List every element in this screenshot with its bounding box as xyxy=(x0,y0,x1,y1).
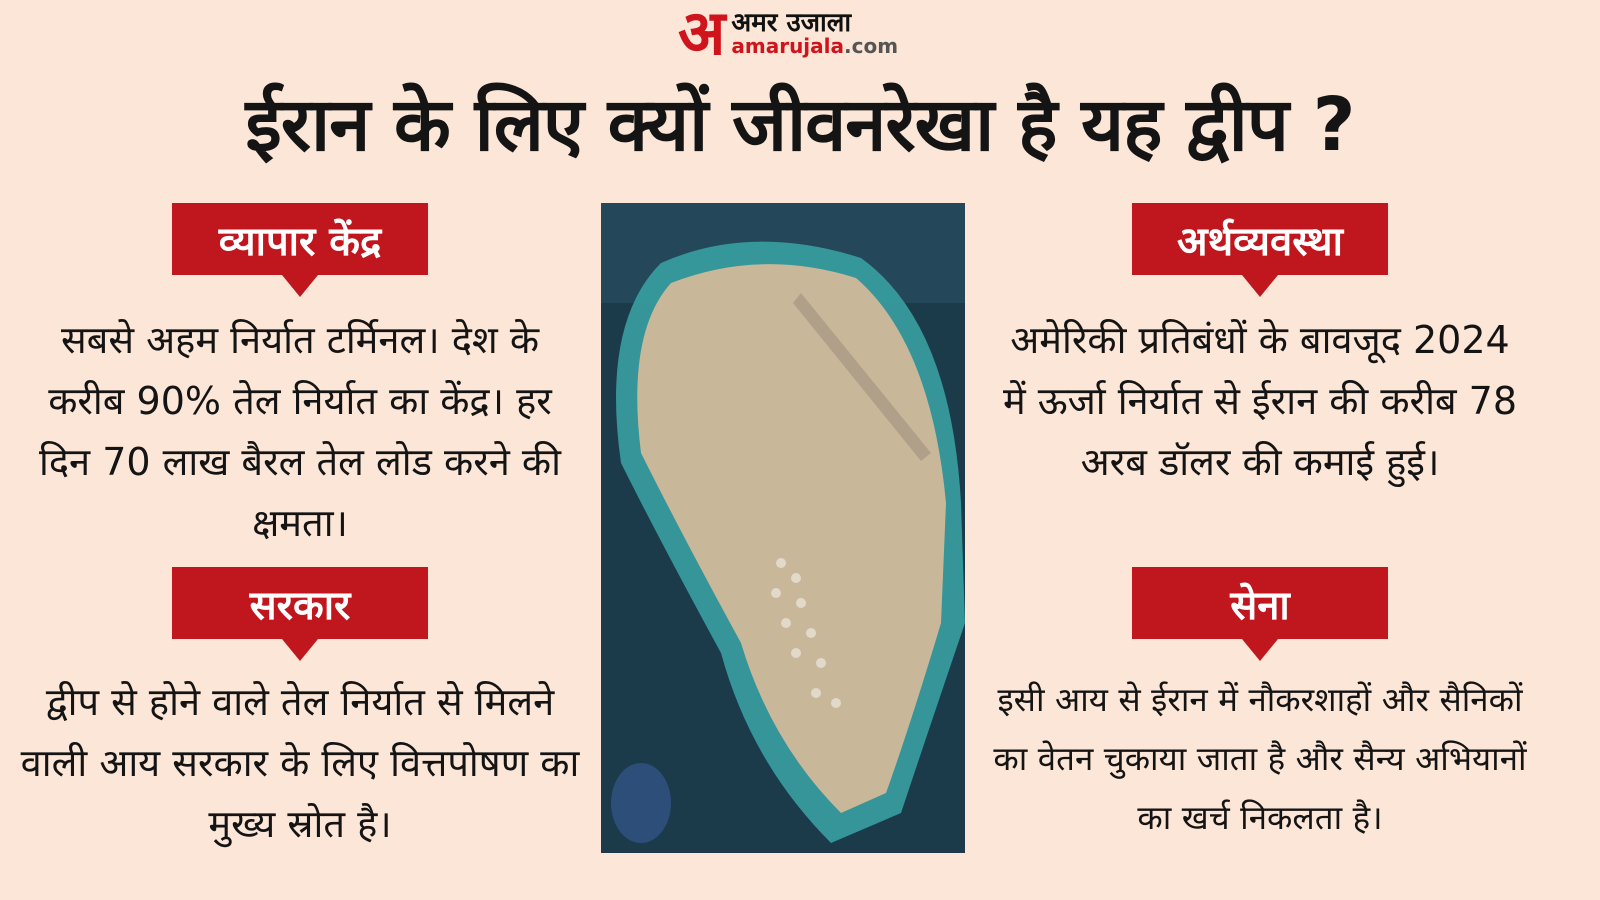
logo-domain: amarujala.com xyxy=(731,36,898,56)
label-government: सरकार xyxy=(172,567,428,661)
logo-hindi: अमर उजाला xyxy=(731,8,852,38)
text-army: इसी आय से ईरान में नौकरशाहों और सैनिकों … xyxy=(993,680,1527,837)
text-economy: अमेरिकी प्रतिबंधों के बावजूद 2024 में ऊर… xyxy=(1002,318,1518,484)
label-trade-center: व्यापार केंद्र xyxy=(172,203,428,297)
page-title: ईरान के लिए क्यों जीवनरेखा है यह द्वीप ? xyxy=(245,82,1355,168)
amarujala-logo: अ अमर उजाला amarujala.com xyxy=(678,2,898,64)
logo-mark: अ xyxy=(678,0,726,69)
label-economy: अर्थव्यवस्था xyxy=(1132,203,1388,297)
text-government: द्वीप से होने वाले तेल निर्यात से मिलने … xyxy=(20,680,580,846)
satellite-island-image xyxy=(601,203,965,853)
text-trade-center: सबसे अहम निर्यात टर्मिनल। देश के करीब 90… xyxy=(39,318,561,545)
label-army: सेना xyxy=(1132,567,1388,661)
logo-domain-main: amarujala xyxy=(731,34,845,58)
logo-domain-tld: .com xyxy=(844,34,899,58)
